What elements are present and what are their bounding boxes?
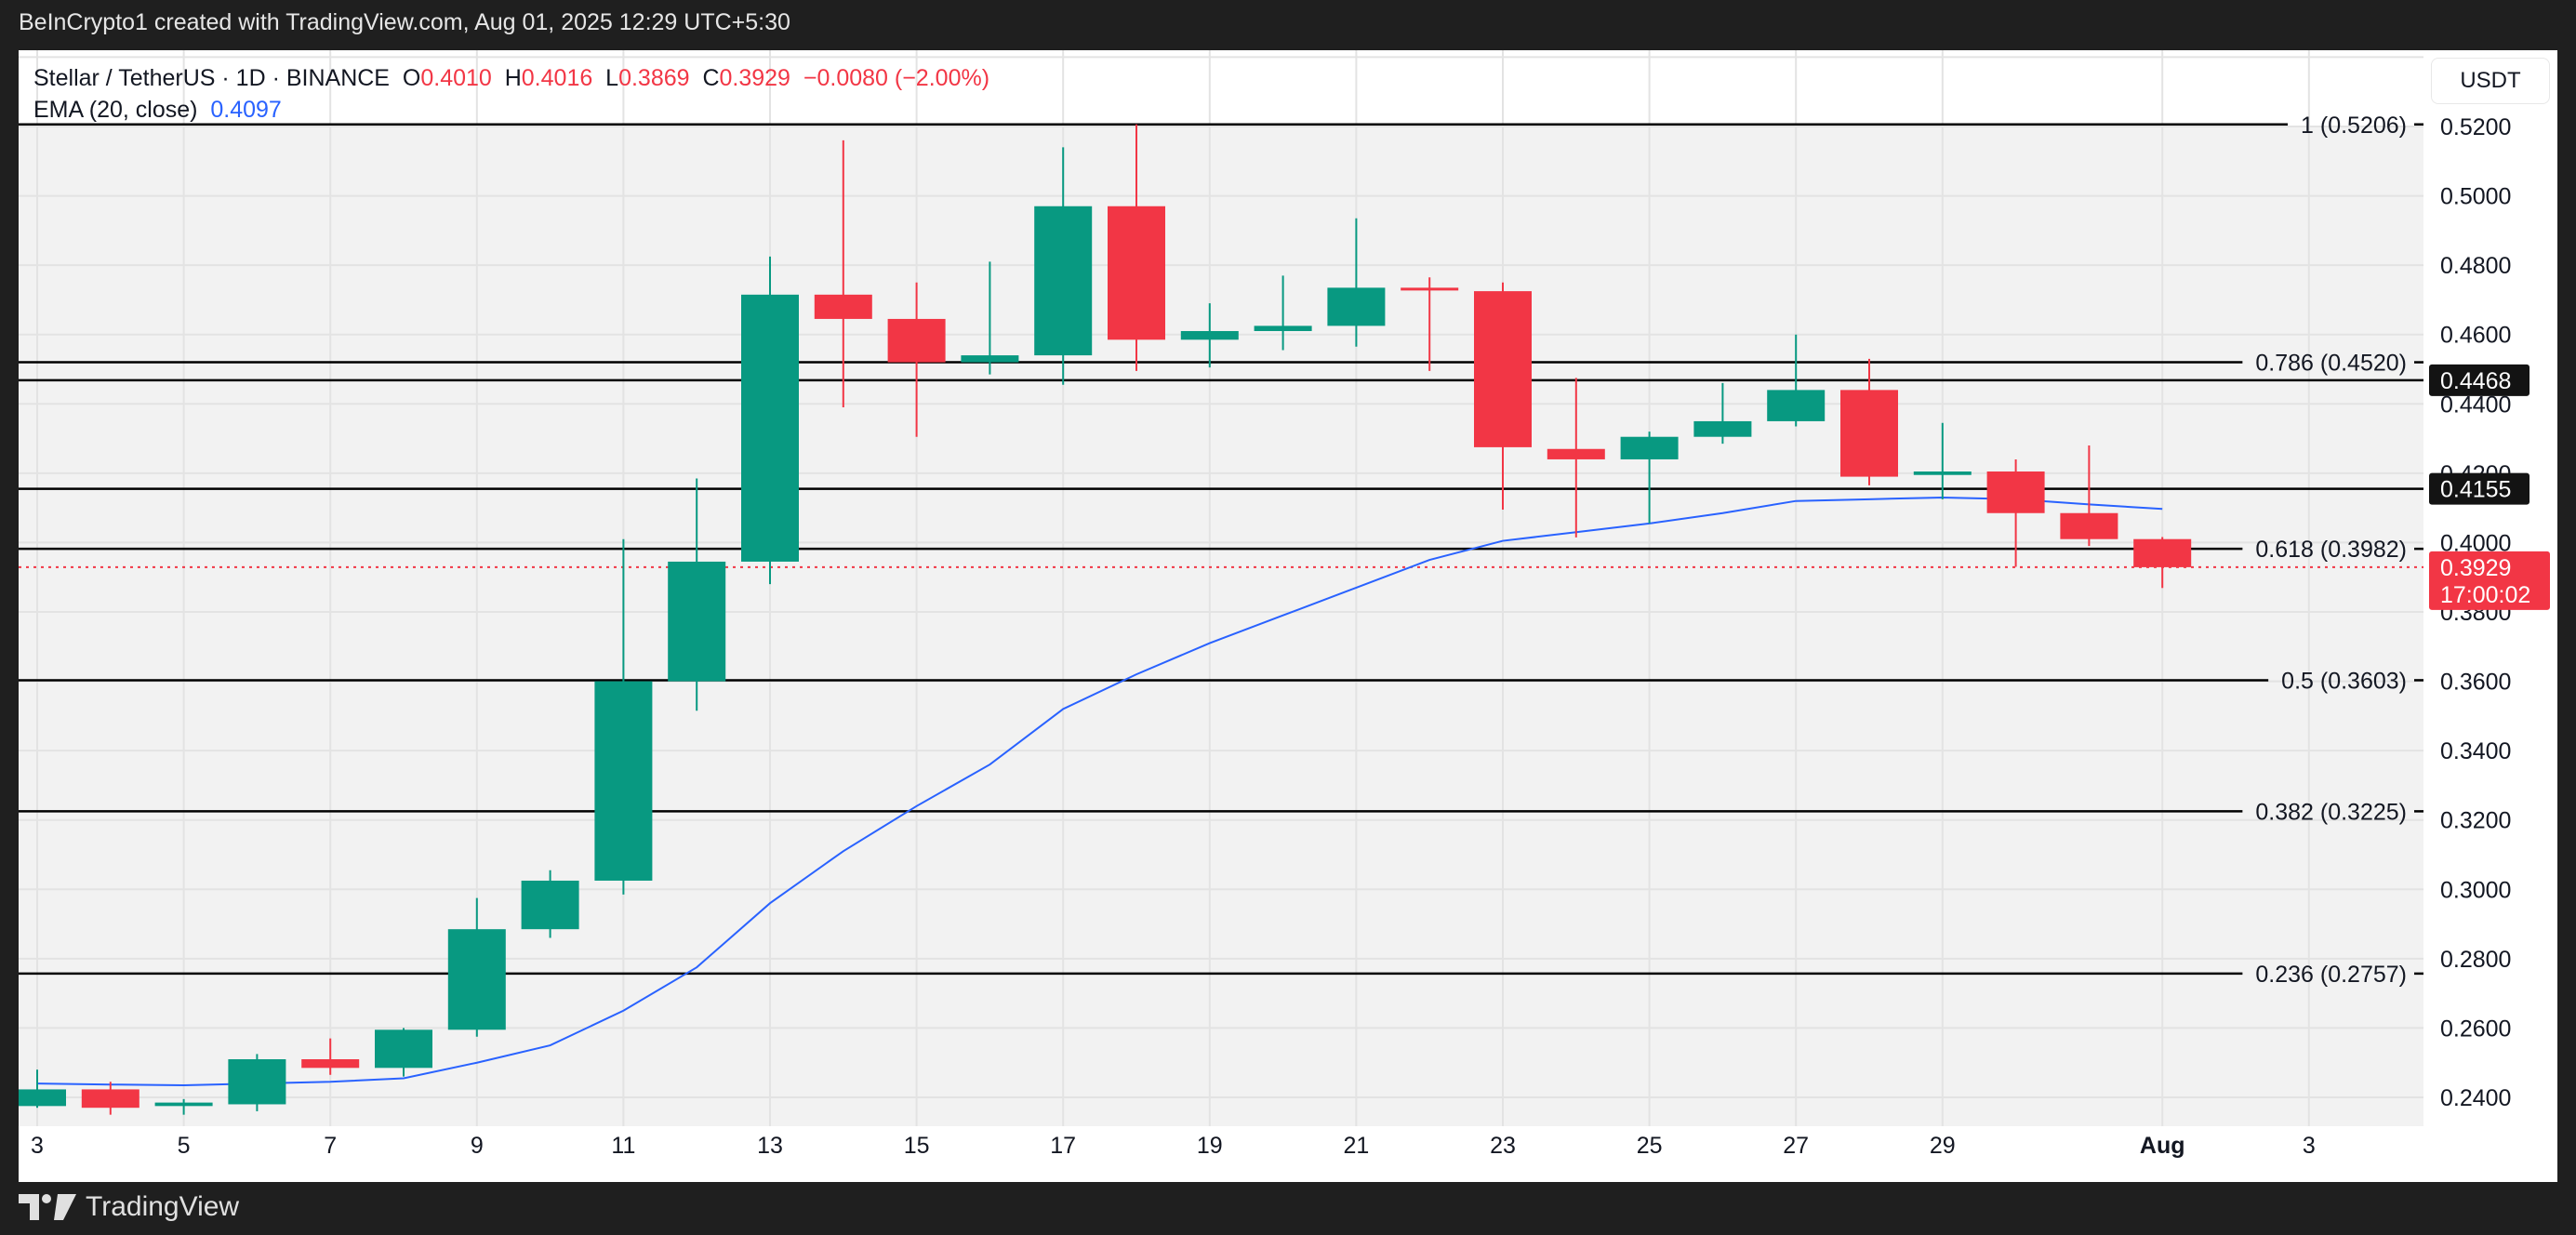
last-price-badge [2429, 551, 2550, 610]
candle-up [154, 1102, 213, 1107]
candle-up [1620, 436, 1679, 459]
candle-down [81, 1089, 139, 1109]
date-tick-label: 29 [1930, 1133, 1956, 1159]
symbol-title[interactable]: Stellar / TetherUS · 1D · BINANCE [33, 65, 390, 91]
ema-line-group [36, 496, 2163, 1086]
tradingview-brand: TradingView [86, 1191, 240, 1222]
ema-legend[interactable]: EMA (20, close) 0.4097 [33, 97, 282, 124]
candle-up [741, 294, 799, 562]
fib-level-label: 0.382 (0.3225) [2255, 799, 2407, 825]
candle-up [1034, 206, 1093, 356]
candle-up [375, 1029, 432, 1069]
high-label: H [504, 65, 522, 91]
fib-retracement[interactable]: 1 (0.5206) 0.786 (0.4520) 0.618 (0.3982) 0.… [19, 113, 2423, 988]
price-tick-label: 0.4800 [2440, 253, 2511, 279]
candle-up [447, 929, 506, 1030]
date-tick-label: 15 [904, 1133, 930, 1159]
price-tick-label: 0.4400 [2440, 392, 2511, 418]
date-tick-label: 9 [471, 1133, 484, 1159]
candle-up [594, 681, 653, 881]
close-label: C [702, 65, 720, 91]
date-tick-label: 25 [1637, 1133, 1663, 1159]
fib-shaded-zone [19, 126, 2423, 1126]
price-axis[interactable]: 0.2400 0.2600 0.2800 0.3000 0.3200 0.3400 0.36… [2440, 114, 2511, 1111]
low-label: L [605, 65, 619, 91]
tradingview-logo-icon [19, 1194, 76, 1220]
price-tick-label: 0.2800 [2440, 947, 2511, 973]
fib-level-label: 0.5 (0.3603) [2281, 668, 2407, 694]
date-tick-label: 23 [1490, 1133, 1516, 1159]
candle-down [2060, 512, 2118, 539]
price-tick-label: 0.4600 [2440, 323, 2511, 349]
last-price-label: 0.3929 [2440, 555, 2511, 581]
candle-up [1693, 420, 1752, 437]
candle-down [1986, 471, 2045, 513]
candle-down [1108, 206, 1165, 340]
date-tick-label: 13 [757, 1133, 783, 1159]
date-tick-label: 5 [178, 1133, 191, 1159]
price-badge-label: 0.4468 [2440, 368, 2511, 394]
candle-up [1254, 325, 1312, 331]
candle-down [301, 1058, 360, 1069]
date-tick-label: 17 [1050, 1133, 1076, 1159]
ema-label: EMA (20, close) [33, 97, 198, 123]
candle-up [668, 561, 726, 682]
date-tick-label: 27 [1783, 1133, 1809, 1159]
candle-down [814, 294, 872, 319]
candle-up [1767, 390, 1826, 421]
candle-up [19, 1089, 66, 1107]
candle-up [1327, 287, 1386, 326]
price-tick-label: 0.5000 [2440, 184, 2511, 210]
price-tick-label: 0.3600 [2440, 670, 2511, 696]
date-tick-label: Aug [2140, 1133, 2185, 1159]
candle-up [961, 355, 1019, 363]
ema-line [36, 496, 2163, 1086]
price-tick-label: 0.2400 [2440, 1085, 2511, 1111]
price-badge [2429, 472, 2530, 505]
change-value: −0.0080 (−2.00%) [803, 65, 990, 91]
open-value: 0.4010 [420, 65, 492, 91]
chart-attribution: BeInCrypto1 created with TradingView.com… [19, 9, 790, 35]
price-badge-label: 0.4155 [2440, 477, 2511, 503]
date-tick-label: 3 [31, 1133, 44, 1159]
price-tick-label: 0.2600 [2440, 1016, 2511, 1042]
date-tick-label: 3 [2303, 1133, 2316, 1159]
price-badge [2429, 364, 2530, 396]
candle-down [1840, 390, 1898, 477]
candle-down [887, 318, 946, 363]
tradingview-logo[interactable]: TradingView [19, 1189, 239, 1226]
price-tick-label: 0.3200 [2440, 808, 2511, 834]
price-tick-label: 0.3000 [2440, 877, 2511, 903]
time-axis[interactable]: 3 5 7 9 11 13 15 17 19 21 23 25 27 29 Aug 3 [31, 1133, 2316, 1159]
candle-up [521, 880, 579, 930]
candle-up [1913, 471, 1972, 475]
date-tick-label: 11 [611, 1133, 635, 1159]
fib-level-label: 0.236 (0.2757) [2255, 962, 2407, 988]
price-tick-label: 0.3400 [2440, 738, 2511, 764]
close-value: 0.3929 [719, 65, 790, 91]
ema-value: 0.4097 [210, 97, 282, 123]
date-tick-label: 7 [324, 1133, 337, 1159]
fib-level-label: 0.618 (0.3982) [2255, 537, 2407, 563]
candle-up [1180, 330, 1239, 340]
date-tick-label: 21 [1343, 1133, 1369, 1159]
date-tick-label: 19 [1197, 1133, 1223, 1159]
candle-down [1401, 287, 1459, 291]
candle-up [228, 1058, 286, 1105]
symbol-legend: Stellar / TetherUS · 1D · BINANCE O0.401… [33, 65, 989, 92]
open-label: O [402, 65, 421, 91]
candles [19, 124, 2192, 1115]
candle-down [1474, 291, 1532, 447]
high-value: 0.4016 [521, 65, 593, 91]
bar-countdown-label: 17:00:02 [2440, 582, 2530, 608]
low-value: 0.3869 [618, 65, 690, 91]
currency-button[interactable]: USDT [2431, 58, 2550, 104]
candle-down [2133, 538, 2192, 567]
price-tick-label: 0.5200 [2440, 114, 2511, 140]
fib-level-label: 0.786 (0.4520) [2255, 351, 2407, 377]
candle-down [1547, 448, 1605, 459]
fib-level-label: 1 (0.5206) [2301, 113, 2407, 139]
